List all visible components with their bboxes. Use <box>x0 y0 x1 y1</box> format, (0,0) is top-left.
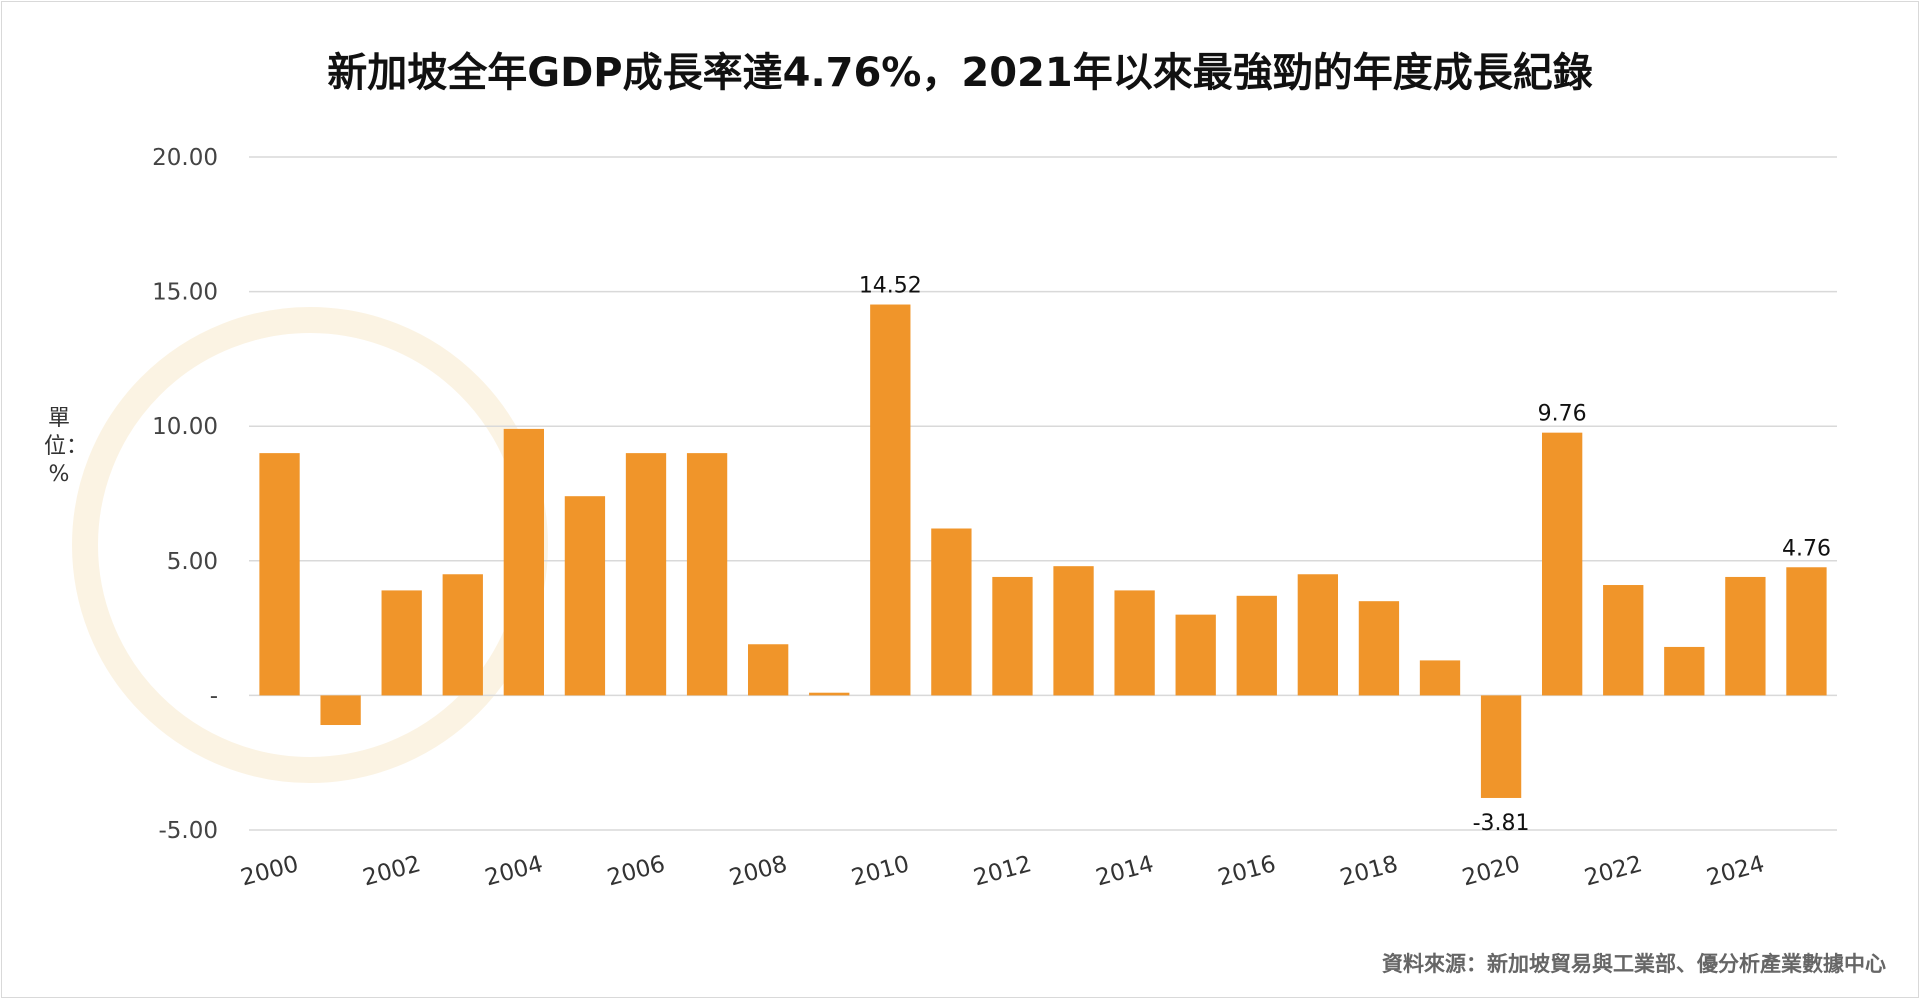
data-label: 14.52 <box>859 274 922 299</box>
data-label: -3.81 <box>1473 811 1530 836</box>
y-tick-label: - <box>210 683 218 709</box>
bar-2008 <box>747 644 789 696</box>
data-label: 9.76 <box>1538 402 1587 427</box>
data-label: 4.76 <box>1782 536 1831 561</box>
x-tick-label: 2010 <box>849 851 912 891</box>
y-tick-label: -5.00 <box>158 818 218 844</box>
y-tick-label: 20.00 <box>152 145 218 171</box>
bar-2006 <box>625 453 667 696</box>
bar-2013 <box>1053 566 1094 696</box>
x-tick-label: 2020 <box>1460 851 1523 891</box>
x-tick-label: 2008 <box>727 851 790 891</box>
bar-2016 <box>1236 595 1277 696</box>
bar-2012 <box>992 576 1033 696</box>
bar-2015 <box>1175 614 1216 696</box>
x-tick-label: 2000 <box>238 851 301 891</box>
bar-2004 <box>503 428 545 696</box>
x-tick-label: 2016 <box>1215 851 1278 891</box>
bar-2010 <box>870 304 911 696</box>
bar-2020 <box>1480 695 1522 798</box>
bar-2018 <box>1358 601 1400 696</box>
bar-2019 <box>1419 660 1461 696</box>
bar-2003 <box>442 574 483 696</box>
bar-2007 <box>686 453 728 696</box>
bar-2014 <box>1114 590 1155 696</box>
x-tick-label: 2002 <box>360 851 423 891</box>
bar-2011 <box>931 528 972 696</box>
x-tick-label: 2012 <box>971 851 1034 891</box>
bar-2001 <box>320 695 361 726</box>
watermark-logo-ring <box>72 307 548 783</box>
x-tick-label: 2004 <box>482 851 545 891</box>
x-tick-label: 2022 <box>1582 851 1645 891</box>
x-tick-label: 2006 <box>605 851 668 891</box>
bar-2024 <box>1725 576 1766 696</box>
x-tick-label: 2024 <box>1704 851 1767 891</box>
chart-title: 新加坡全年GDP成長率達4.76%，2021年以來最強勁的年度成長紀錄 <box>327 50 1593 96</box>
bar-2000 <box>259 453 300 696</box>
bar-2005 <box>564 496 606 696</box>
bar-2025 <box>1786 567 1827 696</box>
y-tick-label: 15.00 <box>152 280 218 306</box>
y-tick-label: 5.00 <box>167 549 218 575</box>
bar-2009 <box>809 692 850 696</box>
bar-2022 <box>1603 585 1644 696</box>
x-tick-label: 2014 <box>1093 851 1156 891</box>
source-note: 資料來源：新加坡貿易與工業部、優分析產業數據中心 <box>1382 952 1886 976</box>
bar-2023 <box>1664 646 1705 696</box>
y-tick-label: 10.00 <box>152 414 218 440</box>
bar-2021 <box>1541 432 1583 696</box>
bar-2002 <box>381 590 422 696</box>
x-tick-label: 2018 <box>1337 851 1400 891</box>
bar-2017 <box>1297 574 1339 696</box>
